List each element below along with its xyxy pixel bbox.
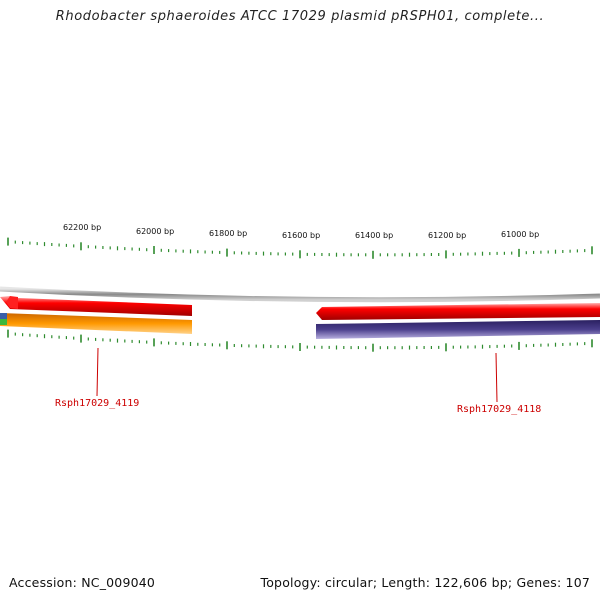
ruler-label: 61200 bp xyxy=(428,231,466,240)
gene-arrow-reverse-right[interactable] xyxy=(316,320,600,339)
ruler-label: 61000 bp xyxy=(501,230,539,239)
gene-arrow-reverse-left[interactable] xyxy=(0,313,192,334)
ruler-labels: 62200 bp 62000 bp 61800 bp 61600 bp 6140… xyxy=(63,223,539,240)
ruler-label: 61600 bp xyxy=(282,231,320,240)
feature-green[interactable] xyxy=(0,319,7,325)
gene-label-rsph17029-4118[interactable]: Rsph17029_4118 xyxy=(457,404,541,415)
ruler-ticks-inner xyxy=(7,329,593,352)
feature-blue[interactable] xyxy=(0,313,7,319)
accession-text: Accession: NC_009040 xyxy=(9,575,156,590)
map-title: Rhodobacter sphaeroides ATCC 17029 plasm… xyxy=(55,9,545,24)
ruler-label: 61400 bp xyxy=(355,231,393,240)
gene-arrow-forward-left[interactable] xyxy=(0,296,192,316)
map-stats-text: Topology: circular; Length: 122,606 bp; … xyxy=(260,575,590,590)
gene-label-rsph17029-4119[interactable]: Rsph17029_4119 xyxy=(55,398,139,409)
gene-arrow-forward-left-tip[interactable] xyxy=(6,296,18,309)
ruler-ticks-outer xyxy=(7,237,593,259)
ruler-label: 61800 bp xyxy=(209,229,247,238)
gene-label-leader xyxy=(96,347,99,397)
ruler-label: 62000 bp xyxy=(136,227,174,236)
gene-arrow-forward-right[interactable] xyxy=(316,303,600,320)
gene-label-leader xyxy=(495,352,498,403)
backbone-track xyxy=(0,286,600,303)
ruler-label: 62200 bp xyxy=(63,223,101,232)
